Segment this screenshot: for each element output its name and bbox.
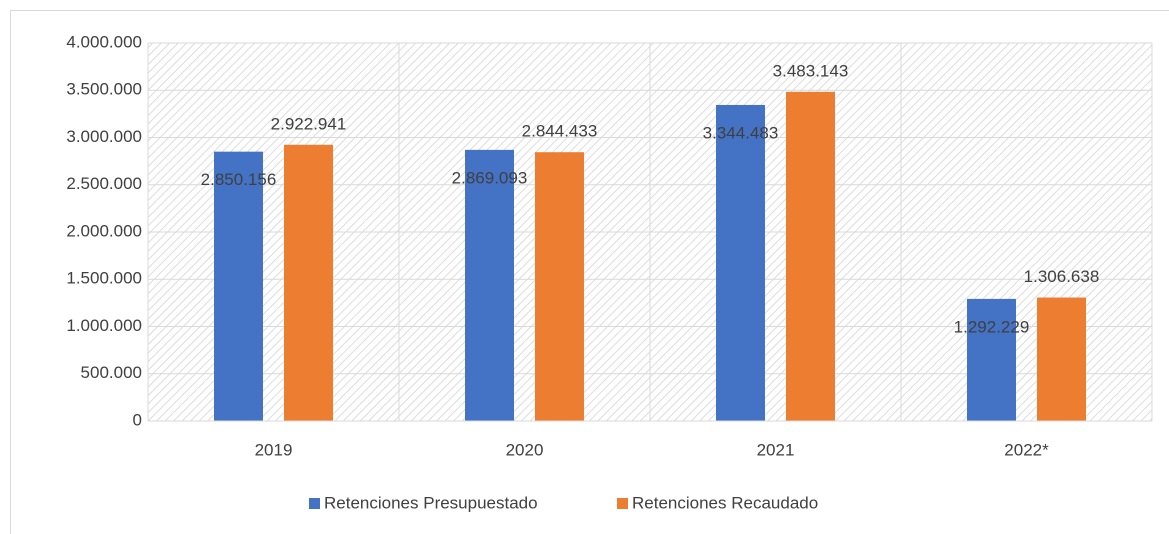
y-tick-label: 500.000: [81, 363, 142, 382]
y-tick-label: 3.000.000: [66, 127, 142, 146]
data-label: 2.922.941: [271, 114, 347, 133]
x-tick-label: 2022*: [1004, 440, 1049, 459]
y-tick-label: 4.000.000: [66, 32, 142, 51]
data-label: 2.844.433: [522, 122, 598, 141]
chart-frame: [10, 10, 1169, 534]
bar: [716, 104, 765, 422]
y-tick-label: 1.500.000: [66, 269, 142, 288]
y-tick-label: 2.000.000: [66, 221, 142, 240]
data-label: 2.850.156: [201, 170, 277, 189]
data-label: 3.344.483: [703, 123, 779, 142]
legend-label: Retenciones Recaudado: [632, 493, 818, 512]
legend-swatch: [309, 498, 320, 509]
bar: [284, 144, 333, 421]
bar: [967, 298, 1016, 421]
y-tick-label: 3.500.000: [66, 80, 142, 99]
x-tick-label: 2020: [506, 440, 544, 459]
legend-swatch: [617, 498, 628, 509]
bar: [535, 152, 584, 421]
x-tick-label: 2019: [255, 440, 293, 459]
y-tick-label: 1.000.000: [66, 316, 142, 335]
bar: [1037, 297, 1086, 421]
data-label: 1.306.638: [1024, 267, 1100, 286]
bar: [214, 151, 263, 421]
x-tick-label: 2021: [757, 440, 795, 459]
y-tick-label: 2.500.000: [66, 174, 142, 193]
y-tick-label: 0: [133, 410, 142, 429]
legend-label: Retenciones Presupuestado: [324, 493, 538, 512]
data-label: 2.869.093: [452, 168, 528, 187]
data-label: 1.292.229: [954, 317, 1030, 336]
data-label: 3.483.143: [773, 61, 849, 80]
bar: [465, 149, 514, 421]
bar: [786, 91, 835, 421]
